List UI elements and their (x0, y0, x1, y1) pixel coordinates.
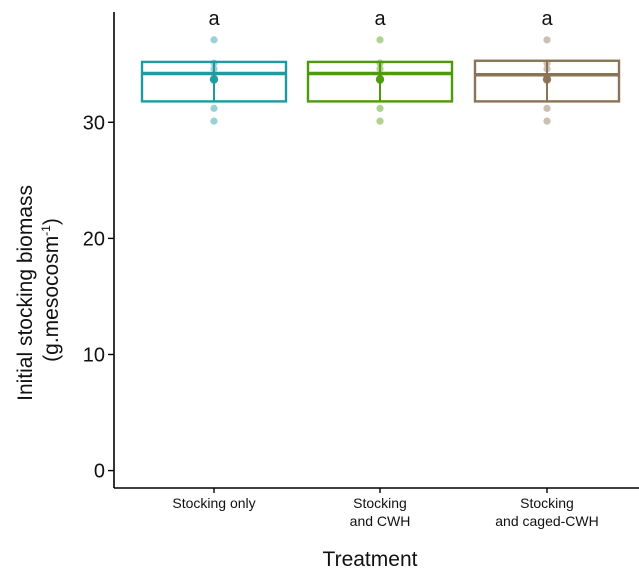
mean-point (375, 75, 385, 84)
box-rect (473, 59, 621, 103)
significance-label: a (374, 8, 386, 30)
y-axis-title-line2-prefix: (g.mesocosm (40, 236, 63, 362)
x-tick-label-line: and CWH (350, 513, 411, 529)
y-axis-title: Initial stocking biomass (g.mesocosm-1) (14, 179, 63, 401)
data-point (376, 59, 384, 67)
x-tick-label-line: Stocking only (172, 495, 255, 511)
y-tick-label: 30 (83, 112, 105, 134)
data-point (210, 104, 218, 112)
x-axis: Stocking only Stocking and CWH Stocking and … (114, 487, 639, 529)
x-tick-label-line: Stocking (520, 495, 574, 511)
data-point (376, 36, 384, 44)
data-point (543, 117, 551, 125)
x-axis-title: Treatment (323, 548, 418, 571)
data-point (543, 65, 551, 73)
data-point (210, 59, 218, 67)
data-point (376, 65, 384, 73)
y-axis-title-superscript: -1 (39, 225, 53, 236)
y-axis: 0 10 20 30 (83, 12, 115, 488)
y-tick-label: 10 (83, 344, 105, 366)
data-point (543, 104, 551, 112)
mean-point (542, 75, 552, 84)
significance-label: a (208, 8, 220, 30)
data-point (543, 36, 551, 44)
data-point (376, 104, 384, 112)
y-tick-label: 20 (83, 228, 105, 250)
x-tick-label: Stocking and CWH (350, 495, 411, 529)
box-rect (306, 60, 454, 103)
data-point (210, 65, 218, 73)
box-rect (140, 60, 288, 103)
data-point (210, 117, 218, 125)
x-tick-label: Stocking and caged-CWH (495, 495, 599, 529)
box-group: a (306, 8, 454, 125)
x-tick-label: Stocking only (172, 495, 255, 511)
y-tick-label: 0 (94, 461, 105, 483)
y-axis-title-line1: Initial stocking biomass (14, 185, 37, 401)
box-group: a (473, 8, 621, 125)
box-group: a (140, 8, 288, 125)
x-tick-label-line: and caged-CWH (495, 513, 599, 529)
data-point (543, 59, 551, 67)
x-tick-label-line: Stocking (353, 495, 407, 511)
mean-point (209, 75, 219, 84)
data-point (210, 36, 218, 44)
significance-label: a (541, 8, 553, 30)
y-axis-title-line2-suffix: ) (40, 218, 63, 225)
data-point (376, 117, 384, 125)
